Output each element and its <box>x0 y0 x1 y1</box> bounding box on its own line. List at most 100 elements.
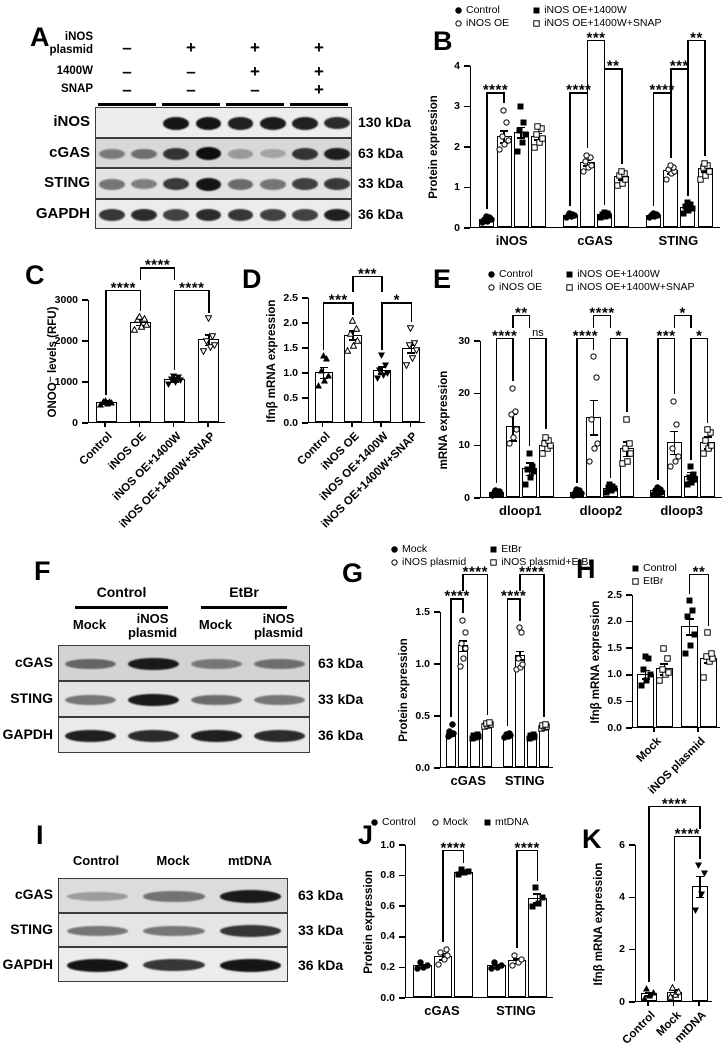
scatter-point <box>682 650 689 657</box>
chart-panel-b: **** **** *** ** **** *** ** 0 1 2 3 4 Protein expre… <box>425 2 728 252</box>
kda-label: 130 kDa <box>358 114 411 131</box>
category-label: dloop3 <box>660 503 703 518</box>
sig-bracket-drop <box>506 598 509 726</box>
scatter-point <box>347 329 355 337</box>
sig-label: **** <box>482 81 509 99</box>
treatment-value: – <box>122 62 132 81</box>
error-bar-cap <box>515 650 524 653</box>
scatter-point <box>640 666 647 673</box>
circle-open-icon <box>488 283 495 291</box>
plot-area: **** **** <box>635 795 712 1002</box>
sig-bracket <box>462 573 489 576</box>
y-axis-label: ONOO⁻ levels (RFU) <box>47 306 59 417</box>
scatter-point <box>373 375 381 382</box>
sig-label: **** <box>661 795 688 813</box>
error-bar <box>381 367 383 374</box>
scatter-point <box>654 484 661 491</box>
y-axis-label: Ifnβ mRNA expression <box>593 862 605 985</box>
scatter-point <box>526 450 533 457</box>
legend-label: iNOS OE <box>499 281 543 293</box>
protein-band <box>291 147 318 160</box>
panel-label-i: I <box>36 820 44 850</box>
lane-label: Mock <box>72 617 107 632</box>
error-bar-cap <box>509 440 518 442</box>
sig-label: **** <box>500 587 527 605</box>
scatter-point <box>461 629 469 636</box>
scatter-point <box>510 434 517 441</box>
scatter-point <box>684 613 691 620</box>
scatter-point <box>601 209 608 216</box>
protein-band <box>163 208 190 221</box>
protein-band <box>131 148 158 159</box>
scatter-point <box>522 481 529 488</box>
protein-band <box>66 891 128 902</box>
sig-bracket <box>690 337 709 340</box>
legend-label: Mock <box>442 816 468 828</box>
legend-label: Control <box>466 4 500 16</box>
x-tick-mark <box>697 728 699 732</box>
protein-band <box>128 657 179 671</box>
y-tick-label: 0.4 <box>380 930 395 943</box>
scatter-point <box>416 959 424 967</box>
scatter-point <box>539 135 546 143</box>
scatter-point <box>501 141 509 149</box>
scatter-point <box>700 674 708 681</box>
error-bar-cap <box>617 179 626 181</box>
chart-panel-k: **** **** 0 2 4 6 Ifnβ mRNA expression Control M… <box>578 790 728 1052</box>
sig-bracket-drop <box>699 805 701 830</box>
y-tick-label: 0.5 <box>607 694 622 707</box>
error-bar <box>644 670 647 680</box>
scatter-point <box>702 437 709 444</box>
protein-band <box>220 959 282 972</box>
lane-label: mtDNA <box>227 853 273 868</box>
scatter-point <box>405 342 413 349</box>
bar <box>700 657 717 727</box>
scatter-point <box>690 471 697 478</box>
sig-bracket <box>652 92 672 94</box>
lane-group-overline <box>98 103 156 106</box>
y-tick-mark <box>434 663 440 665</box>
x-tick-mark <box>380 423 382 427</box>
scatter-point <box>594 439 601 447</box>
sig-bracket <box>450 598 464 601</box>
sig-bracket <box>673 314 692 317</box>
circle-filled-icon <box>455 6 462 14</box>
scatter-point <box>443 945 450 953</box>
sig-bracket-drop <box>322 302 325 350</box>
legend-label: Control <box>499 268 533 280</box>
scatter-point <box>692 907 700 914</box>
chart-panel-c: **** **** **** 0 1000 2000 3000 ONOO⁻ levels (R… <box>20 257 240 550</box>
square-filled-icon <box>533 7 540 14</box>
y-tick-mark <box>626 700 632 703</box>
sig-label: *** <box>357 264 378 282</box>
error-bar <box>462 641 464 652</box>
scatter-point <box>532 884 539 891</box>
x-tick-mark <box>672 1002 675 1006</box>
error-bar-cap <box>622 455 631 458</box>
sig-bracket <box>516 849 539 852</box>
scatter-point <box>519 139 526 146</box>
sig-bracket-drop <box>543 573 545 717</box>
scatter-point <box>580 168 587 175</box>
legend-item: Control <box>488 268 542 280</box>
error-bar-cap <box>407 352 416 354</box>
y-tick-mark <box>434 715 440 717</box>
error-bar <box>673 431 676 455</box>
protein-band <box>99 179 125 190</box>
legend-item: EtBr <box>490 543 592 555</box>
lane-label: iNOS plasmid <box>253 611 304 641</box>
sig-bracket <box>688 573 710 576</box>
treatment-value: – <box>122 38 132 57</box>
sig-label: ** <box>606 57 620 75</box>
error-bar-cap <box>319 366 328 369</box>
blot-row-gapdh <box>58 947 288 982</box>
sig-bracket-drop <box>512 314 514 328</box>
sig-label: **** <box>589 304 615 322</box>
x-tick-mark <box>138 423 141 427</box>
y-tick-mark <box>434 611 440 613</box>
sig-bracket <box>495 337 514 340</box>
sig-bracket-drop <box>690 314 692 328</box>
protein-band <box>131 208 158 221</box>
scatter-point <box>606 481 613 488</box>
y-tick-label: 2.0 <box>607 615 622 628</box>
